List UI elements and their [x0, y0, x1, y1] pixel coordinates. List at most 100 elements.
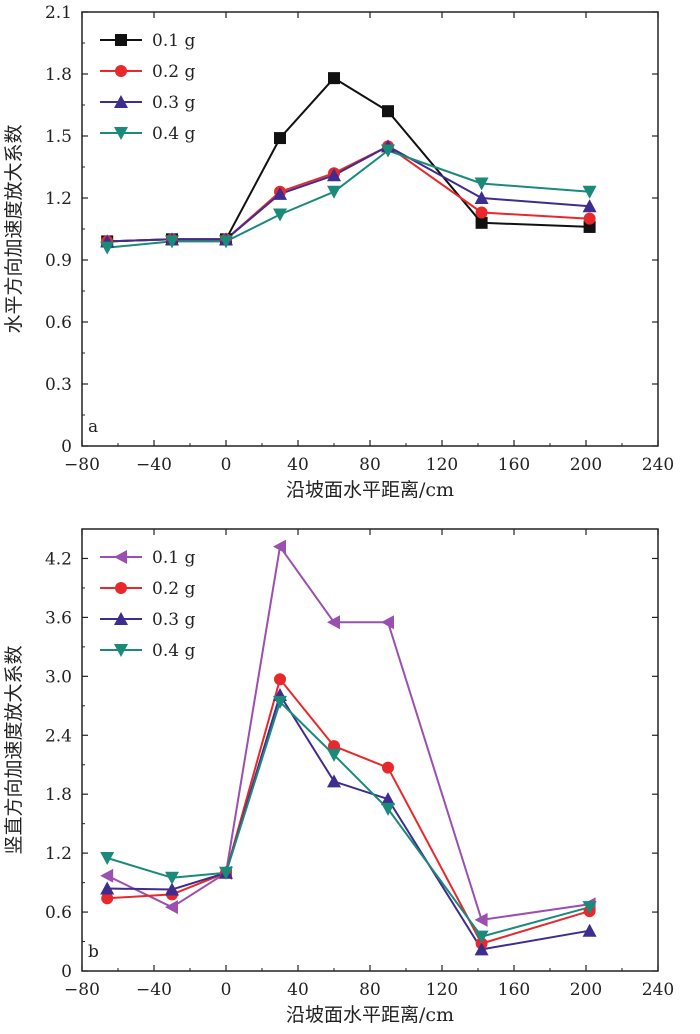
x-tick-label: 80: [359, 980, 381, 1000]
data-point: [273, 208, 287, 222]
data-point: [328, 72, 340, 85]
series-line-3: [107, 145, 590, 243]
x-tick-label: 200: [570, 980, 602, 1000]
legend-label: 0.3 g: [152, 93, 195, 113]
legend-label: 0.4 g: [152, 641, 195, 661]
y-tick-label: 0: [61, 962, 72, 982]
y-tick-label: 0.6: [45, 313, 72, 333]
legend-marker: [114, 550, 127, 564]
data-point: [165, 871, 179, 885]
series-markers-3: [100, 139, 597, 248]
legend-label: 0.2 g: [152, 62, 195, 82]
legend-item-1: 0.1 g: [100, 31, 195, 51]
panel-label: a: [88, 417, 98, 437]
data-point: [382, 761, 394, 774]
data-point: [100, 852, 115, 866]
legend-item-3: 0.3 g: [100, 610, 195, 630]
legend-item-3: 0.3 g: [100, 93, 195, 113]
y-tick-label: 0: [61, 437, 72, 457]
data-point: [327, 774, 341, 788]
x-tick-label: 0: [221, 980, 232, 1000]
y-tick-label: 2.1: [45, 3, 72, 23]
legend-marker: [114, 95, 128, 108]
legend-item-4: 0.4 g: [100, 641, 195, 661]
data-point: [474, 930, 489, 944]
x-tick-label: 40: [287, 455, 309, 475]
data-point: [582, 185, 597, 199]
data-point: [475, 206, 488, 219]
data-point: [381, 615, 394, 630]
data-point: [165, 900, 178, 915]
data-point: [382, 105, 394, 118]
x-tick-label: 240: [642, 455, 674, 475]
data-point: [475, 216, 488, 229]
series-line-1: [106, 545, 590, 921]
series-line-2: [107, 145, 590, 243]
data-point: [100, 868, 114, 883]
y-axis-title: 竖直方向加速度放大系数: [3, 645, 25, 854]
series-markers-4: [100, 144, 597, 255]
x-tick-label: −40: [136, 980, 172, 1000]
data-point: [165, 235, 179, 249]
legend-label: 0.1 g: [152, 548, 195, 568]
y-tick-label: 0.9: [45, 251, 72, 271]
data-point: [219, 866, 233, 880]
data-point: [100, 881, 115, 895]
series-line-4: [106, 700, 590, 938]
data-point: [582, 199, 597, 213]
legend-item-1: 0.1 g: [100, 548, 195, 568]
legend-item-4: 0.4 g: [100, 124, 195, 144]
data-point: [327, 748, 341, 762]
series-line-2: [107, 678, 590, 945]
series-markers-2: [101, 140, 596, 248]
data-point: [474, 177, 489, 191]
series-line-4: [107, 149, 590, 249]
x-tick-label: 0: [221, 455, 232, 475]
data-point: [273, 539, 286, 554]
data-point: [583, 212, 596, 225]
data-point: [582, 923, 597, 937]
series-markers-3: [100, 687, 597, 956]
data-point: [274, 673, 286, 686]
data-point: [273, 695, 287, 709]
x-tick-label: 160: [498, 455, 530, 475]
y-tick-label: 1.2: [45, 189, 72, 209]
data-point: [101, 892, 114, 905]
legend-item-2: 0.2 g: [100, 579, 195, 599]
data-point: [327, 185, 341, 199]
data-point: [474, 942, 489, 956]
data-point: [381, 802, 395, 816]
series-markers-4: [100, 695, 597, 944]
legend-marker: [114, 644, 128, 657]
x-tick-label: 240: [642, 980, 674, 1000]
x-tick-label: 120: [426, 980, 458, 1000]
y-tick-label: 3.6: [45, 608, 72, 628]
data-point: [219, 235, 233, 249]
y-tick-label: 1.8: [45, 785, 72, 805]
data-point: [274, 132, 286, 145]
data-point: [474, 912, 488, 927]
y-tick-label: 1.5: [45, 127, 72, 147]
y-tick-label: 1.8: [45, 65, 72, 85]
y-tick-label: 0.3: [45, 375, 72, 395]
x-axis-title: 沿坡面水平距离/cm: [286, 479, 454, 501]
panel-label: b: [88, 942, 99, 962]
data-point: [381, 792, 395, 806]
x-tick-label: 120: [426, 455, 458, 475]
legend-label: 0.2 g: [152, 579, 195, 599]
y-tick-label: 2.4: [45, 726, 72, 746]
series-line-3: [107, 694, 590, 951]
data-point: [582, 901, 597, 915]
x-tick-label: 200: [570, 455, 602, 475]
legend-item-2: 0.2 g: [100, 62, 195, 82]
chart-b: −80 −40 0 40 80 120 160 200 240 0 0.6 1.2 1.8 2.4 3.0 3…: [3, 528, 674, 1026]
legend-label: 0.3 g: [152, 610, 195, 630]
data-point: [273, 186, 287, 200]
data-point: [165, 882, 179, 896]
legend-marker: [114, 612, 128, 625]
x-tick-label: −40: [136, 455, 172, 475]
data-point: [327, 168, 341, 182]
x-axis-title: 沿坡面水平距离/cm: [286, 1004, 454, 1026]
data-point: [474, 191, 489, 204]
y-tick-label: 1.2: [45, 844, 72, 864]
